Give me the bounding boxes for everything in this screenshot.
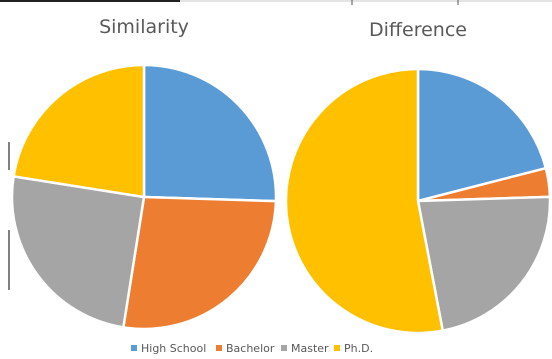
legend-swatch-bachelor (216, 345, 222, 351)
chart-title-similarity: Similarity (99, 16, 189, 38)
legend-label-ph-d: Ph.D. (344, 342, 373, 355)
legend-swatch-ph-d (334, 345, 340, 351)
legend-label-master: Master (291, 342, 329, 355)
pie-similarity (10, 63, 278, 331)
legend: High School Bachelor Master Ph.D. (131, 342, 373, 355)
legend-label-high-school: High School (141, 342, 206, 355)
pie-slice-difference-ph-d (284, 67, 444, 335)
legend-label-bachelor: Bachelor (226, 342, 275, 355)
pie-slice-difference-high-school (416, 67, 548, 203)
legend-swatch-master (281, 345, 287, 351)
pie-slice-similarity-master (10, 175, 146, 329)
pie-difference (284, 67, 552, 335)
pie-slice-similarity-high-school (142, 63, 278, 203)
pie-slice-similarity-ph-d (12, 63, 146, 199)
pie-slice-difference-master (416, 195, 552, 332)
chart-title-difference: Difference (369, 19, 467, 41)
pie-slice-similarity-bachelor (122, 195, 278, 331)
legend-swatch-high-school (131, 345, 137, 351)
